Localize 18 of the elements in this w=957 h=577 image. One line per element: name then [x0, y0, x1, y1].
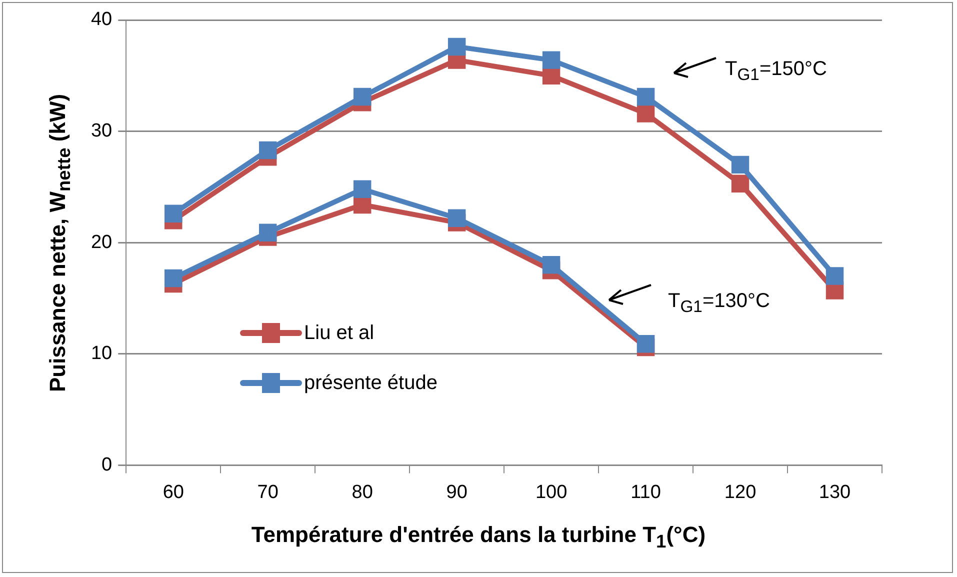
annotation: T$_{G1}$=150°C — [725, 58, 827, 85]
x-tick-label: 60 — [162, 482, 184, 503]
x-tick-label: 120 — [724, 482, 756, 503]
x-tick-label: 130 — [818, 482, 851, 503]
x-tick-label: 80 — [352, 482, 373, 503]
y-tick-label: 10 — [90, 343, 112, 364]
annotation: T$_{G1}$=130°C — [668, 290, 770, 317]
y-tick-label: 30 — [90, 120, 112, 142]
x-tick-label: 90 — [446, 482, 468, 503]
y-tick-label: 20 — [90, 232, 112, 253]
y-tick-label: 40 — [90, 9, 112, 30]
legend-label: présente étude — [304, 372, 438, 394]
x-axis-title: Température d'entrée dans la turbine T$_{1}$(°C) — [250, 522, 707, 552]
y-tick-label: 0 — [102, 454, 112, 476]
x-tick-label: 70 — [257, 482, 278, 503]
legend-label: Liu et al — [304, 322, 374, 344]
x-tick-label: 110 — [630, 482, 661, 503]
x-tick-label: 100 — [535, 482, 568, 503]
